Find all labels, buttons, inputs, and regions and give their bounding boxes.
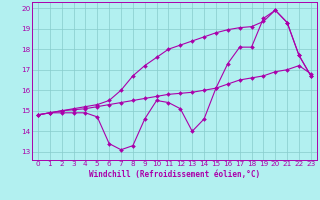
X-axis label: Windchill (Refroidissement éolien,°C): Windchill (Refroidissement éolien,°C) [89, 170, 260, 179]
